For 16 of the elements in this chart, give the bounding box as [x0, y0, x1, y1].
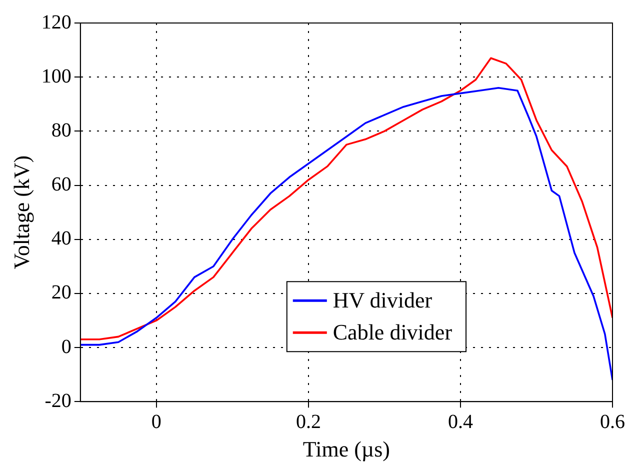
y-tick-label: 0: [61, 336, 72, 358]
y-axis-title: Voltage (kV): [8, 155, 34, 270]
legend-label: Cable divider: [332, 319, 453, 344]
legend-label: HV divider: [332, 287, 433, 312]
x-tick-label: 0: [151, 410, 162, 433]
y-tick-label: 80: [51, 119, 72, 142]
x-tick-label: 0.6: [600, 410, 625, 433]
y-tick-label: 120: [41, 11, 72, 34]
x-tick-label: 0.4: [448, 410, 473, 433]
y-tick-label: 20: [51, 282, 72, 304]
x-axis-title: Time (µs): [302, 436, 390, 462]
x-tick-label: 0.2: [296, 410, 321, 433]
y-tick-label: 100: [41, 65, 72, 88]
y-tick-label: 60: [51, 174, 72, 196]
y-tick-label: 40: [51, 228, 72, 250]
y-tick-label: -20: [44, 390, 72, 412]
